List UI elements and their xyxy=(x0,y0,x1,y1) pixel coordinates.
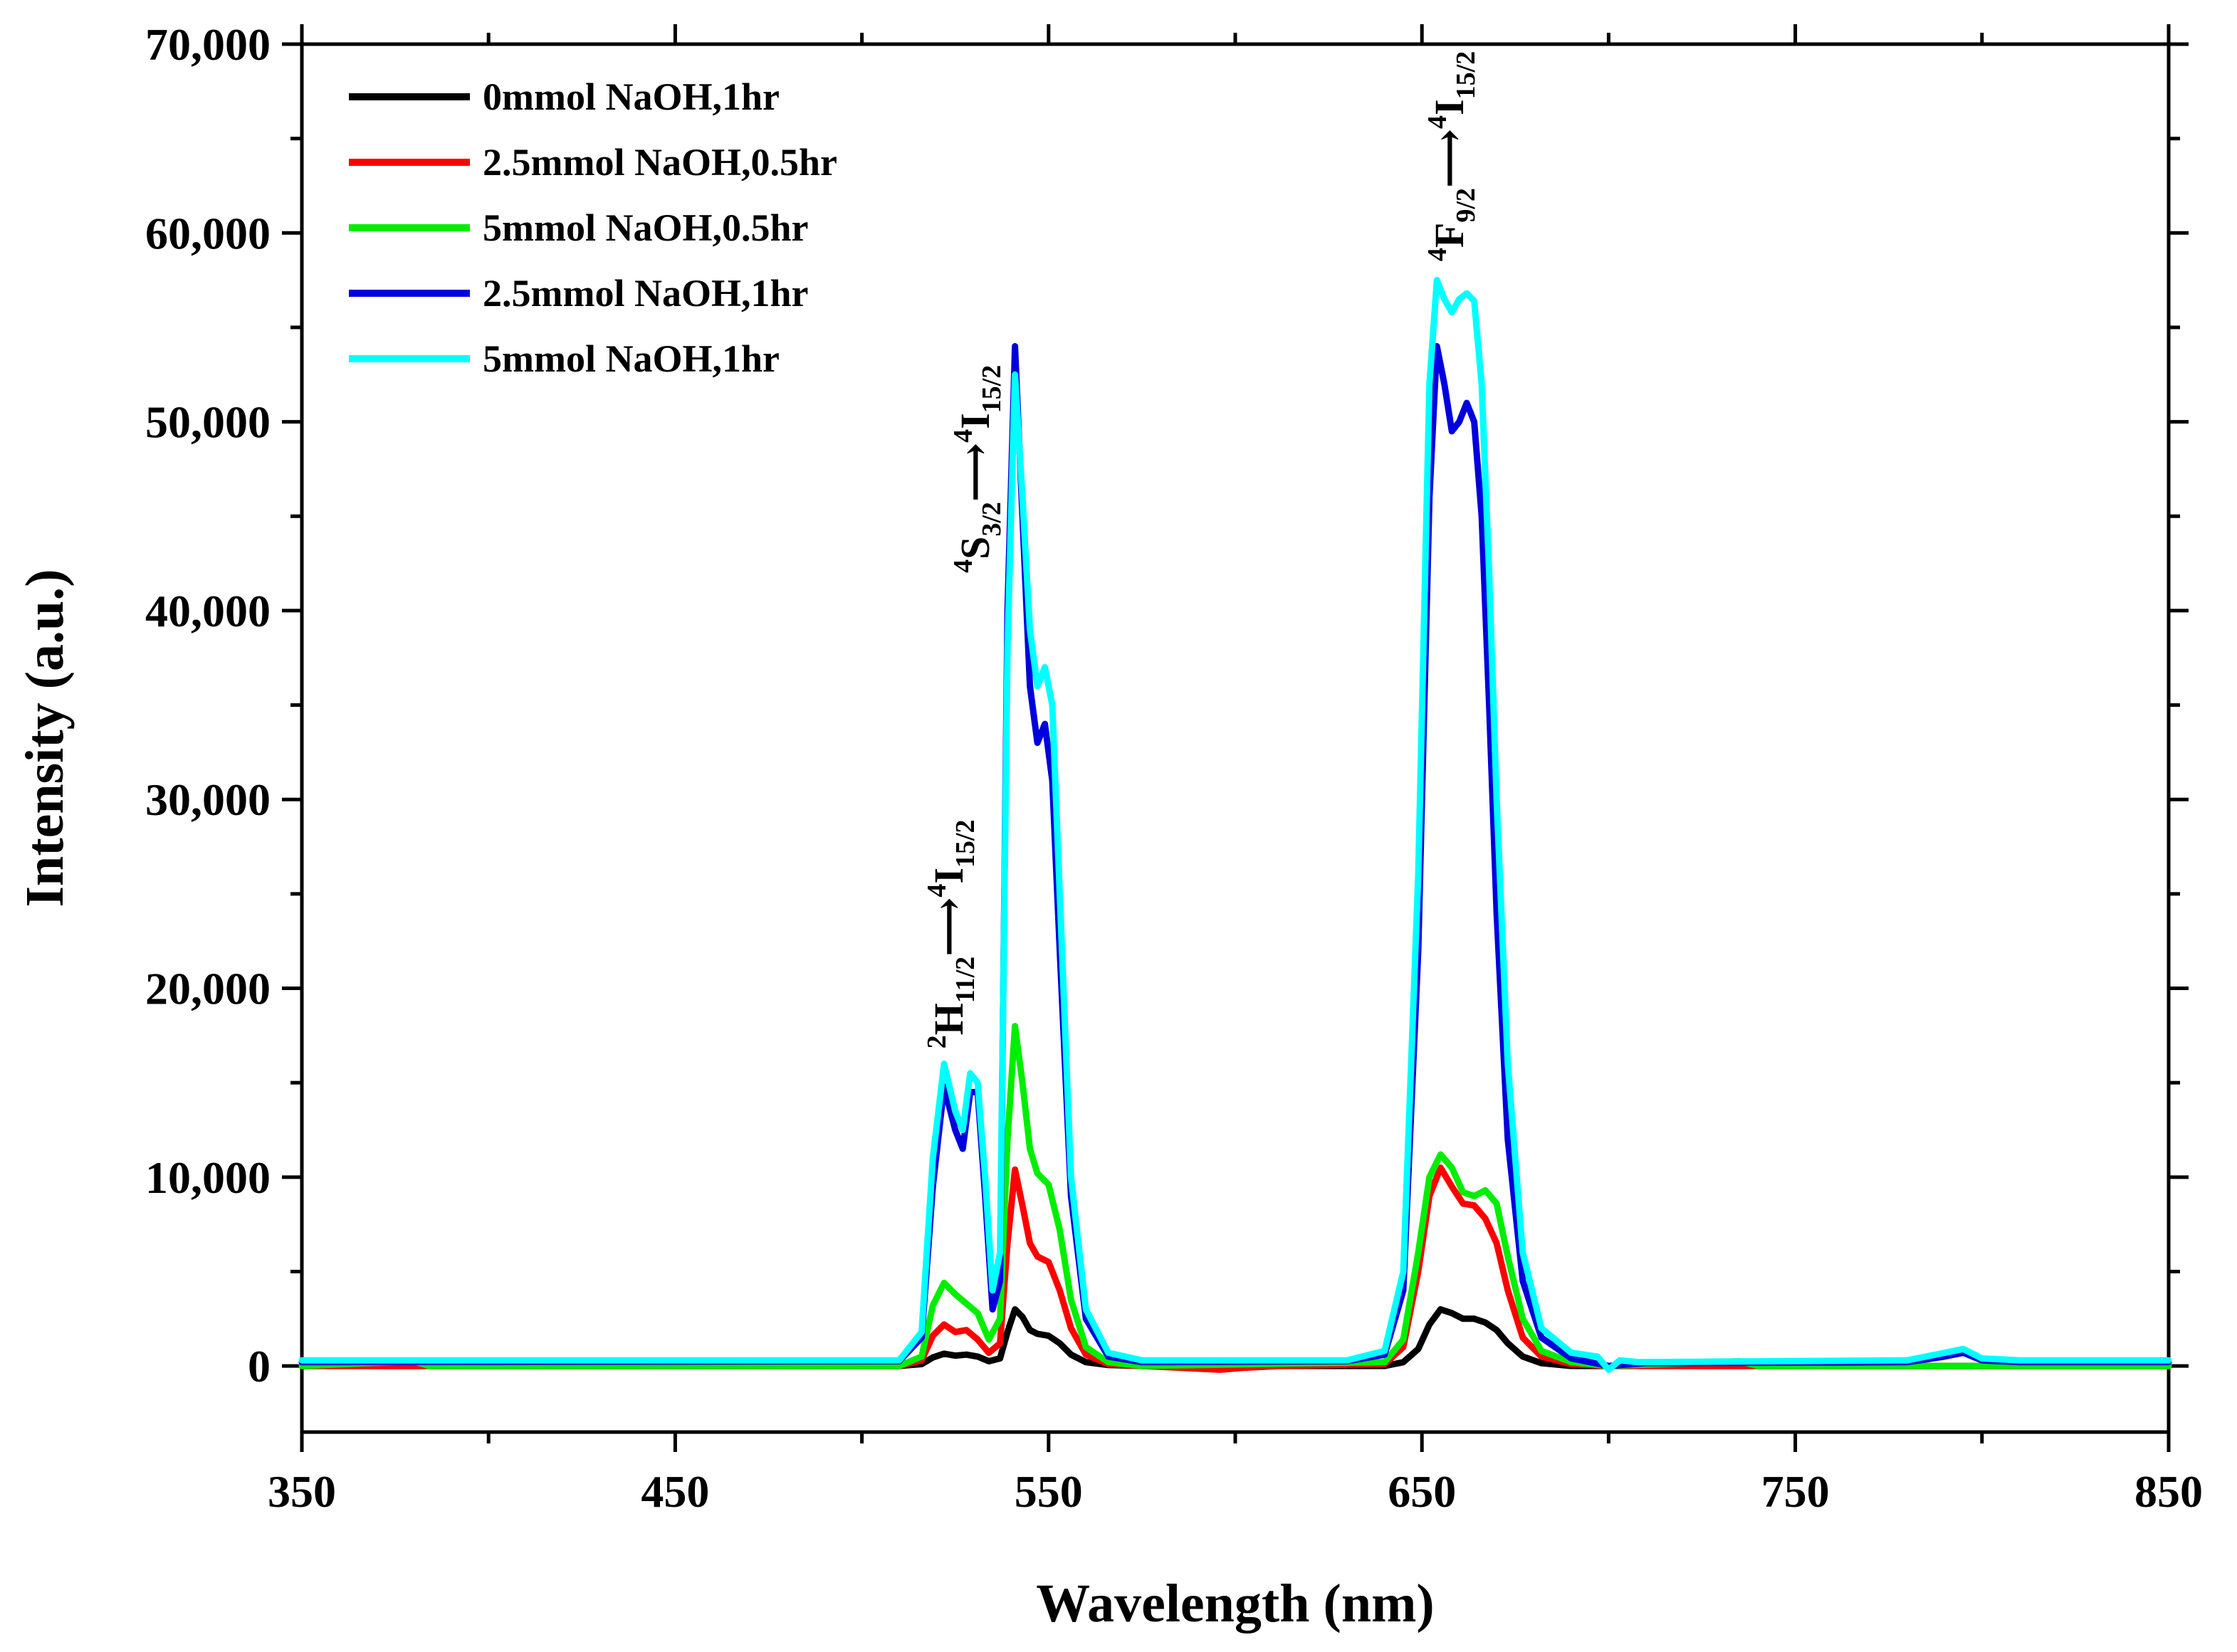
x-tick-label: 450 xyxy=(641,1466,709,1517)
transition-annotation: 2H11/2⟶4I15/2 xyxy=(922,820,980,1049)
x-axis-title: Wavelength (nm) xyxy=(1036,1574,1434,1633)
x-axis: 350 450 550 650 750 850 xyxy=(268,24,2203,1517)
plot-frame xyxy=(300,42,2171,1434)
y-axis-title: Intensity (a.u.) xyxy=(15,569,75,907)
legend-label: 0mmol NaOH,1hr xyxy=(483,75,780,118)
transition-annotation: 4F9/2⟶4I15/2 xyxy=(1423,51,1481,261)
series-line-4 xyxy=(298,343,2172,1369)
y-tick-label: 0 xyxy=(248,1341,271,1391)
y-tick-label: 50,000 xyxy=(145,397,271,448)
y-tick-label: 20,000 xyxy=(145,964,271,1014)
x-tick-label: 550 xyxy=(1015,1466,1083,1517)
y-tick-label: 30,000 xyxy=(145,774,271,825)
series-layer xyxy=(298,277,2172,1373)
annotations: 2H11/2⟶4I15/2 4S3/2⟶4I15/2 4F9/2⟶4I15/2 xyxy=(922,51,1481,1049)
y-tick-label: 70,000 xyxy=(145,19,271,70)
x-tick-label: 850 xyxy=(2134,1466,2203,1517)
series-line-5 xyxy=(298,277,2172,1373)
y-tick-label: 40,000 xyxy=(145,586,271,636)
legend-label: 2.5mmol NaOH,0.5hr xyxy=(483,141,837,184)
legend-label: 5mmol NaOH,0.5hr xyxy=(483,206,808,249)
x-tick-label: 750 xyxy=(1761,1466,1830,1517)
legend-label: 2.5mmol NaOH,1hr xyxy=(483,272,808,315)
transition-annotation: 4S3/2⟶4I15/2 xyxy=(948,365,1007,573)
x-tick-label: 650 xyxy=(1388,1466,1456,1517)
series-line-2 xyxy=(298,1164,2172,1373)
y-tick-label: 10,000 xyxy=(145,1152,271,1203)
legend-label: 5mmol NaOH,1hr xyxy=(483,337,780,380)
y-tick-label: 60,000 xyxy=(145,208,271,258)
x-tick-label: 350 xyxy=(268,1466,336,1517)
series-line-3 xyxy=(298,1023,2172,1369)
legend: 0mmol NaOH,1hr 2.5mmol NaOH,0.5hr 5mmol Na… xyxy=(349,75,837,380)
y-axis: 0 10,000 20,000 30,000 40,000 50,000 60,000 70,… xyxy=(145,19,2189,1391)
series-line-1 xyxy=(298,1306,2172,1369)
